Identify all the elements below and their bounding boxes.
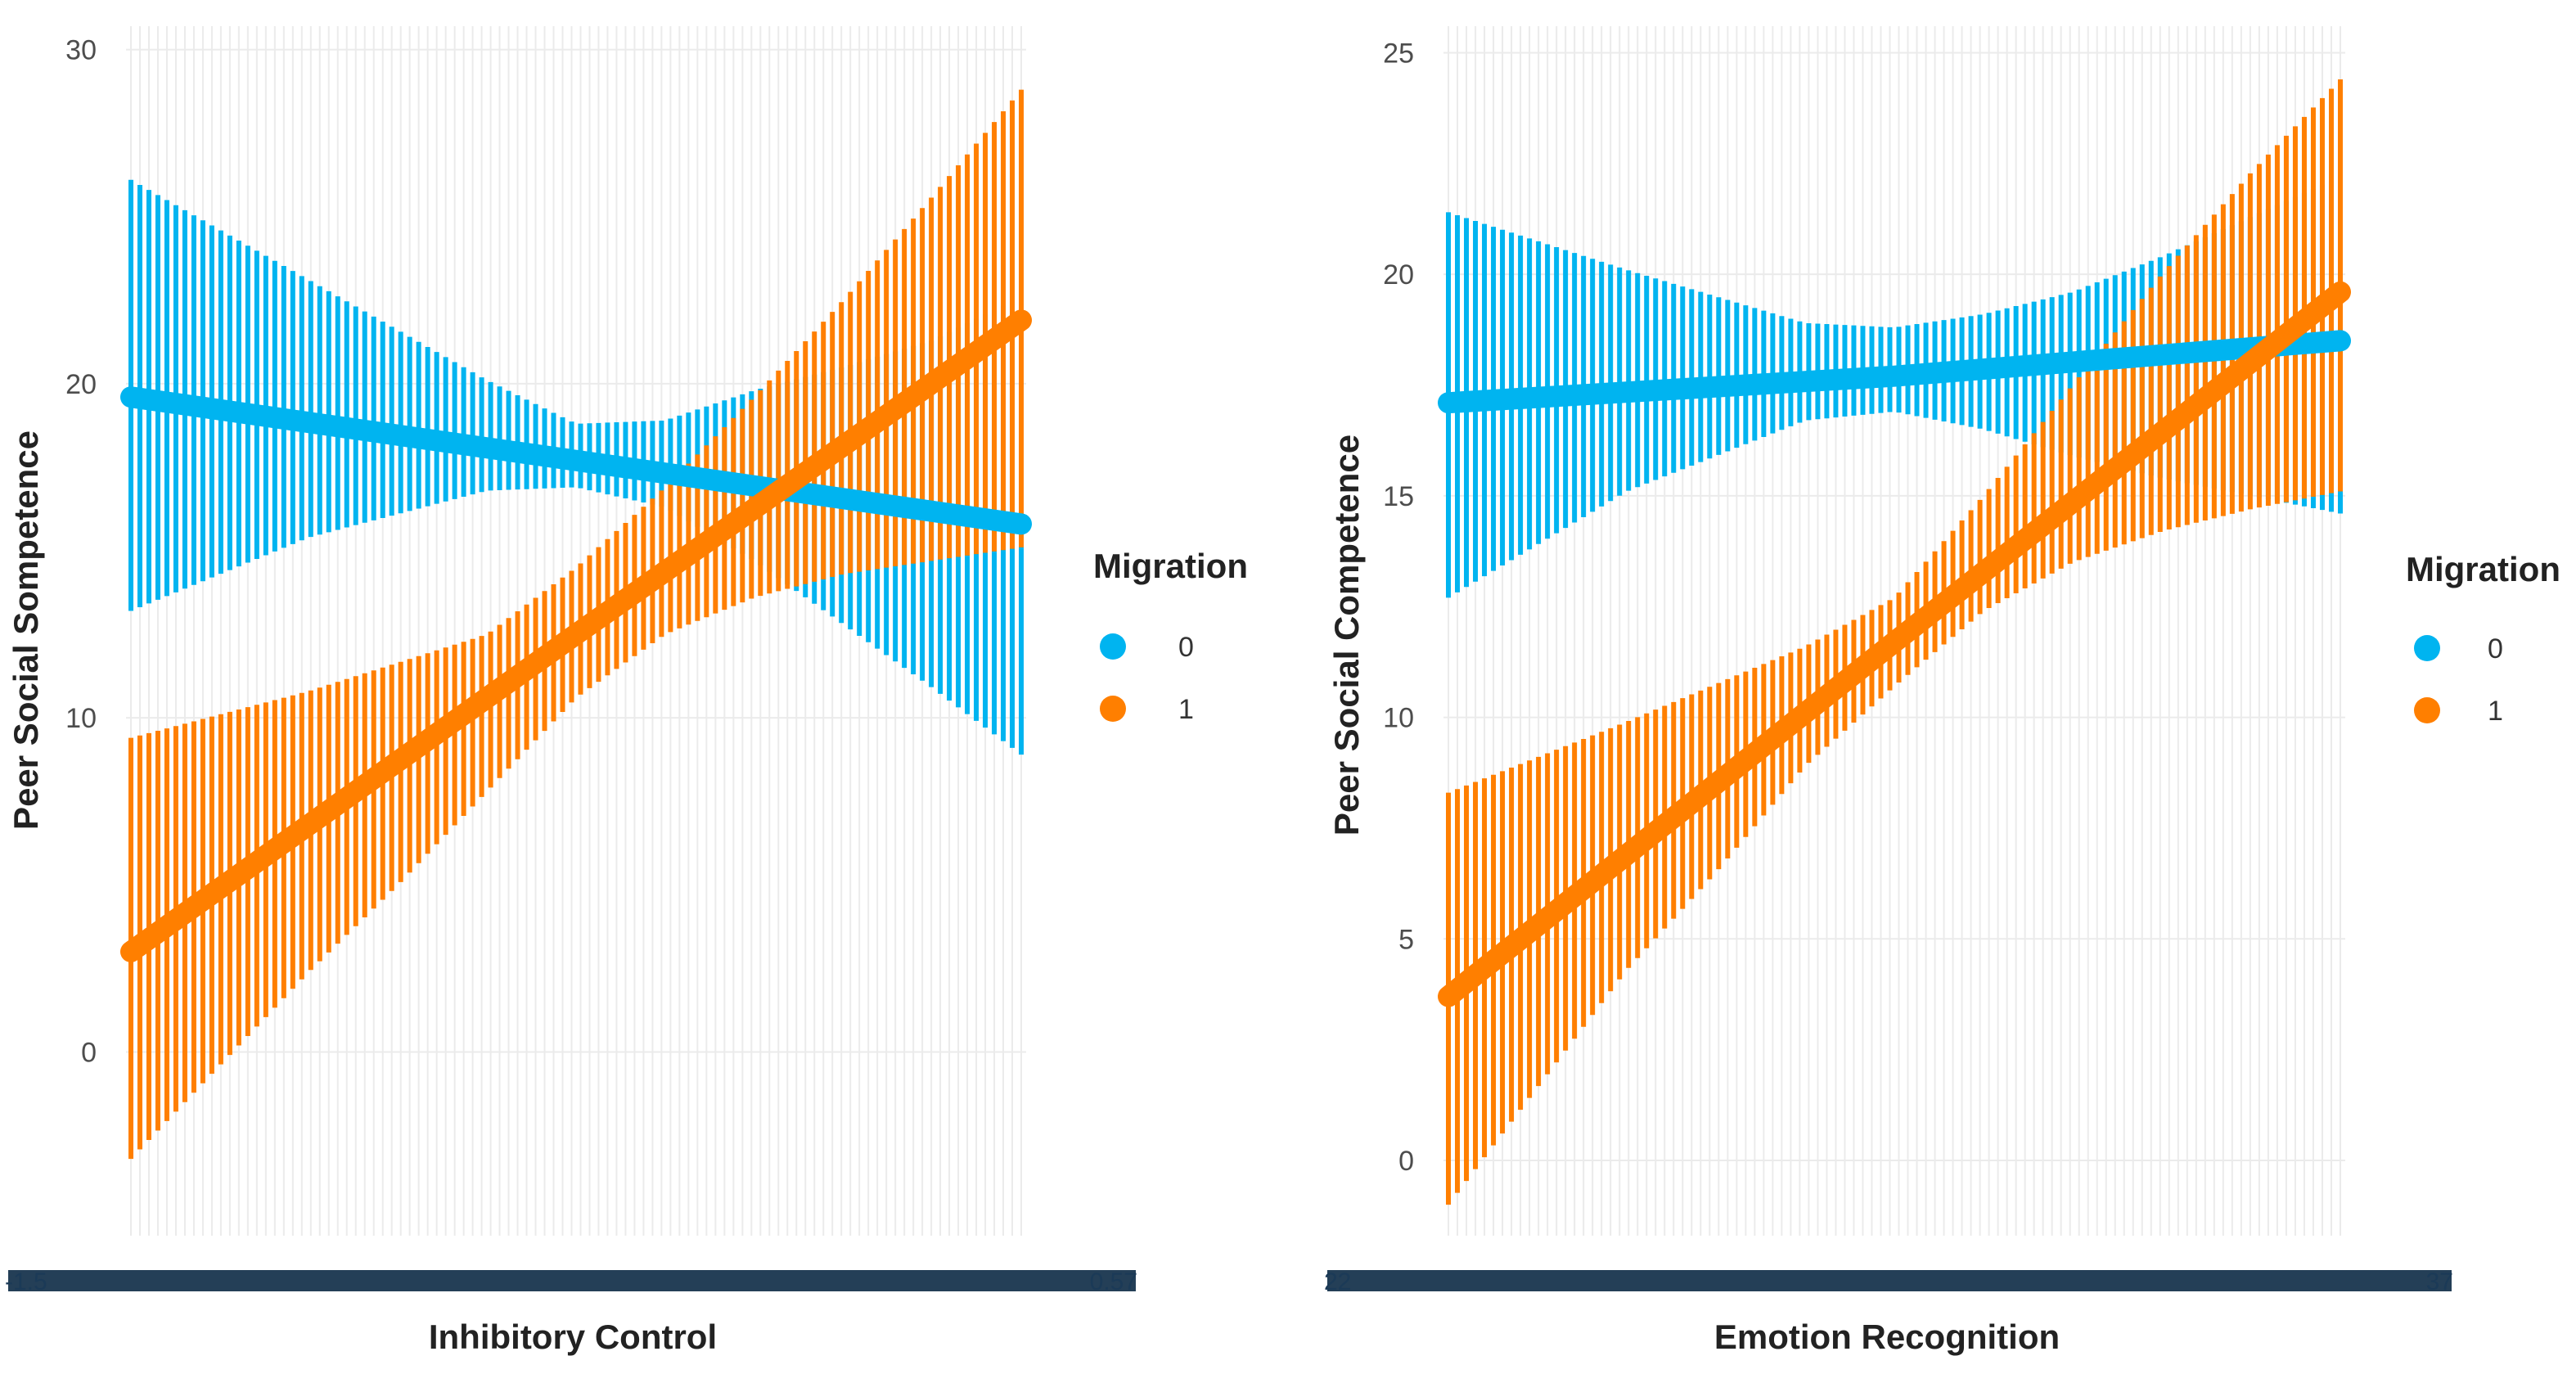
fit-lines xyxy=(120,309,1032,962)
x-tick-overlap xyxy=(8,1270,1136,1291)
y-ticks: 0 10 20 30 xyxy=(65,35,97,1069)
fit-line-migration-0 xyxy=(1438,330,2351,414)
legend-label-1: 1 xyxy=(2488,696,2503,727)
fit-line-migration-1 xyxy=(120,309,1032,962)
x-tick-last: 0.57 xyxy=(1090,1268,1137,1295)
y-tick-label: 0 xyxy=(1398,1146,1414,1177)
legend-key-0 xyxy=(2414,635,2440,661)
fit-lines xyxy=(1438,281,2351,1007)
y-tick-label: 0 xyxy=(81,1037,97,1068)
y-tick-label: 20 xyxy=(1383,259,1414,291)
x-ticks: 22 37 xyxy=(1324,1268,2453,1295)
legend-label-0: 0 xyxy=(1178,632,1194,663)
y-tick-label: 15 xyxy=(1383,481,1414,512)
y-ticks: 0 5 10 15 20 25 xyxy=(1383,38,1414,1176)
x-tick-first: -1.5 xyxy=(5,1268,47,1295)
x-tick-overlap xyxy=(1327,1270,2452,1291)
y-tick-label: 30 xyxy=(65,35,97,66)
fit-line-migration-1 xyxy=(1438,281,2351,1007)
legend-title: Migration xyxy=(1093,547,1248,585)
legend-title: Migration xyxy=(2406,550,2560,588)
y-tick-label: 20 xyxy=(65,369,97,400)
y-axis-label: Peer Social Sompetence xyxy=(7,430,45,830)
y-axis-label: Peer Social Competence xyxy=(1327,435,1366,836)
fit-line-migration-0 xyxy=(120,386,1032,535)
x-tick-first: 22 xyxy=(1324,1268,1351,1295)
x-axis-label: Inhibitory Control xyxy=(429,1318,717,1356)
legend: Migration 0 1 xyxy=(1093,547,1248,725)
x-axis-label: Emotion Recognition xyxy=(1714,1318,2060,1356)
y-tick-label: 10 xyxy=(1383,703,1414,734)
ci-bars xyxy=(1446,79,2343,1205)
y-tick-label: 25 xyxy=(1383,38,1414,69)
x-tick-last: 37 xyxy=(2426,1268,2453,1295)
legend: Migration 0 1 xyxy=(2406,550,2560,727)
legend-key-1 xyxy=(2414,697,2440,723)
x-ticks: -1.5 0.57 xyxy=(5,1268,1137,1295)
legend-key-1 xyxy=(1100,696,1126,722)
legend-label-0: 0 xyxy=(2488,633,2503,664)
y-tick-label: 10 xyxy=(65,703,97,734)
y-tick-label: 5 xyxy=(1398,924,1414,955)
legend-key-0 xyxy=(1100,633,1126,660)
legend-label-1: 1 xyxy=(1178,694,1194,725)
